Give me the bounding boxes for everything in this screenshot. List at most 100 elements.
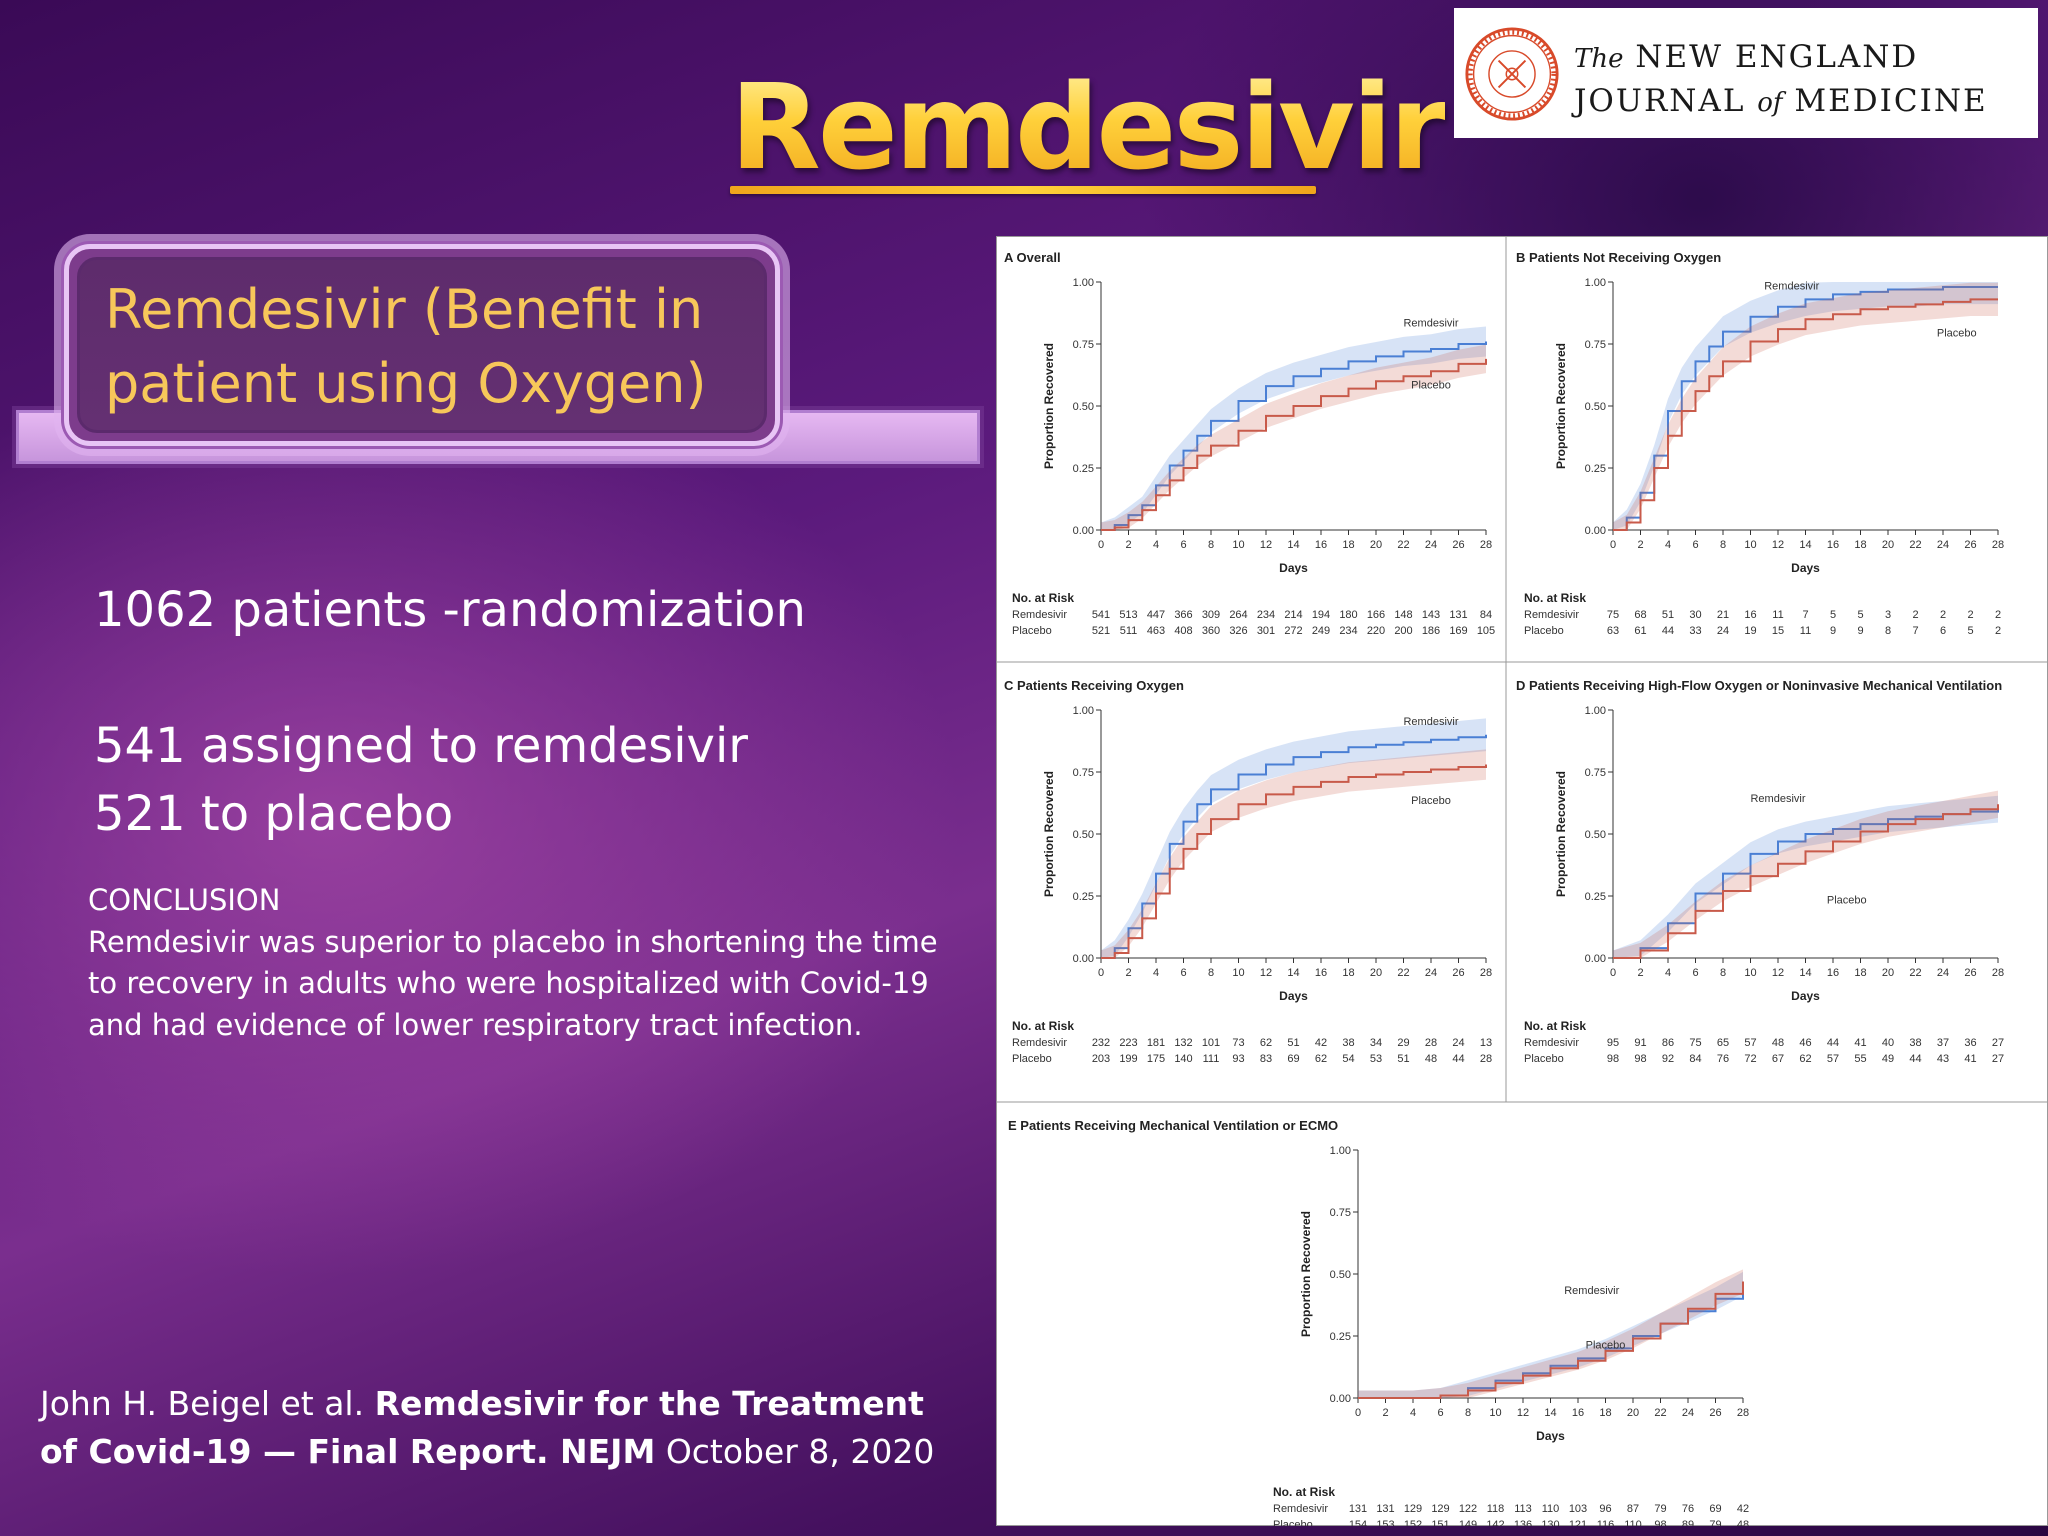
risk-value: 63 bbox=[1607, 625, 1619, 637]
y-tick-label: 1.00 bbox=[1585, 705, 1606, 717]
panel-d: D Patients Receiving High-Flow Oxygen or… bbox=[1516, 678, 2004, 1065]
conclusion: CONCLUSION Remdesivir was superior to pl… bbox=[88, 880, 948, 1046]
x-axis-label: Days bbox=[1279, 989, 1308, 1003]
x-tick-label: 2 bbox=[1637, 967, 1643, 979]
x-tick-label: 6 bbox=[1180, 539, 1186, 551]
y-tick-label: 0.25 bbox=[1585, 891, 1606, 903]
x-tick-label: 4 bbox=[1153, 967, 1159, 979]
series-label: Placebo bbox=[1586, 1339, 1626, 1351]
y-tick-label: 0.50 bbox=[1073, 829, 1094, 841]
citation: John H. Beigel et al. Remdesivir for the… bbox=[40, 1380, 940, 1476]
x-tick-label: 8 bbox=[1208, 967, 1214, 979]
risk-value: 61 bbox=[1634, 625, 1646, 637]
x-axis-label: Days bbox=[1536, 1429, 1565, 1443]
risk-value: 28 bbox=[1480, 1053, 1492, 1065]
risk-value: 101 bbox=[1202, 1037, 1220, 1049]
risk-value: 131 bbox=[1376, 1503, 1394, 1515]
risk-value: 166 bbox=[1367, 609, 1385, 621]
x-tick-label: 28 bbox=[1480, 967, 1492, 979]
ci-band-remdesivir bbox=[1101, 718, 1486, 958]
risk-value: 79 bbox=[1654, 1503, 1666, 1515]
series-line-placebo bbox=[1101, 764, 1487, 959]
x-tick-label: 12 bbox=[1772, 967, 1784, 979]
risk-value: 7 bbox=[1802, 609, 1808, 621]
risk-value: 86 bbox=[1662, 1037, 1674, 1049]
risk-value: 44 bbox=[1452, 1053, 1464, 1065]
risk-value: 152 bbox=[1404, 1519, 1422, 1526]
y-axis-label: Proportion Recovered bbox=[1554, 343, 1568, 469]
risk-value: 43 bbox=[1937, 1053, 1949, 1065]
x-tick-label: 6 bbox=[1692, 539, 1698, 551]
y-tick-label: 0.00 bbox=[1585, 953, 1606, 965]
risk-value: 49 bbox=[1882, 1053, 1894, 1065]
risk-value: 200 bbox=[1394, 625, 1412, 637]
x-tick-label: 26 bbox=[1709, 1407, 1721, 1419]
risk-value: 57 bbox=[1744, 1037, 1756, 1049]
risk-value: 24 bbox=[1452, 1037, 1464, 1049]
x-tick-label: 24 bbox=[1937, 967, 1949, 979]
x-tick-label: 6 bbox=[1180, 967, 1186, 979]
risk-value: 48 bbox=[1737, 1519, 1749, 1526]
banner-text: Remdesivir (Benefit in patient using Oxy… bbox=[105, 278, 707, 415]
x-tick-label: 2 bbox=[1637, 539, 1643, 551]
x-tick-label: 10 bbox=[1232, 539, 1244, 551]
risk-value: 511 bbox=[1120, 625, 1138, 637]
panel-title: E Patients Receiving Mechanical Ventilat… bbox=[1008, 1118, 1338, 1133]
risk-value: 220 bbox=[1367, 625, 1385, 637]
risk-value: 118 bbox=[1487, 1503, 1505, 1515]
risk-value: 84 bbox=[1689, 1053, 1701, 1065]
series-label: Placebo bbox=[1411, 795, 1451, 807]
risk-value: 5 bbox=[1967, 625, 1973, 637]
risk-value: 95 bbox=[1607, 1037, 1619, 1049]
x-tick-label: 4 bbox=[1665, 967, 1671, 979]
x-tick-label: 18 bbox=[1342, 967, 1354, 979]
risk-value: 2 bbox=[1995, 609, 2001, 621]
risk-table-label: No. at Risk bbox=[1012, 591, 1074, 605]
x-tick-label: 26 bbox=[1964, 539, 1976, 551]
x-tick-label: 6 bbox=[1692, 967, 1698, 979]
risk-value: 67 bbox=[1772, 1053, 1784, 1065]
panel-c: C Patients Receiving Oxygen 0.00 0.25 0.50 0… bbox=[1004, 678, 1492, 1065]
panel-e: E Patients Receiving Mechanical Ventilat… bbox=[1008, 1118, 1749, 1526]
risk-table-label: No. at Risk bbox=[1524, 591, 1586, 605]
x-tick-label: 0 bbox=[1355, 1407, 1361, 1419]
x-tick-label: 14 bbox=[1544, 1407, 1556, 1419]
risk-value: 89 bbox=[1682, 1519, 1694, 1526]
y-tick-label: 0.50 bbox=[1073, 401, 1094, 413]
x-tick-label: 28 bbox=[1992, 967, 2004, 979]
risk-value: 41 bbox=[1964, 1053, 1976, 1065]
risk-value: 181 bbox=[1147, 1037, 1165, 1049]
risk-value: 113 bbox=[1514, 1503, 1532, 1515]
risk-value: 151 bbox=[1431, 1519, 1449, 1526]
risk-value: 131 bbox=[1449, 609, 1467, 621]
risk-value: 132 bbox=[1174, 1037, 1192, 1049]
x-tick-label: 2 bbox=[1125, 539, 1131, 551]
risk-value: 55 bbox=[1854, 1053, 1866, 1065]
risk-value: 53 bbox=[1370, 1053, 1382, 1065]
banner-box: Remdesivir (Benefit in patient using Oxy… bbox=[64, 244, 780, 446]
risk-value: 366 bbox=[1174, 609, 1192, 621]
x-axis-label: Days bbox=[1791, 989, 1820, 1003]
risk-row-name: Remdesivir bbox=[1524, 609, 1579, 621]
risk-value: 122 bbox=[1459, 1503, 1477, 1515]
risk-value: 92 bbox=[1662, 1053, 1674, 1065]
risk-value: 140 bbox=[1174, 1053, 1192, 1065]
risk-value: 9 bbox=[1830, 625, 1836, 637]
patients-line: 1062 patients -randomization bbox=[94, 582, 806, 638]
risk-value: 5 bbox=[1830, 609, 1836, 621]
risk-value: 44 bbox=[1662, 625, 1674, 637]
risk-value: 6 bbox=[1940, 625, 1946, 637]
ci-band-remdesivir bbox=[1613, 282, 1998, 530]
risk-value: 3 bbox=[1885, 609, 1891, 621]
x-tick-label: 22 bbox=[1909, 967, 1921, 979]
risk-value: 2 bbox=[1967, 609, 1973, 621]
risk-value: 129 bbox=[1404, 1503, 1422, 1515]
x-tick-label: 10 bbox=[1744, 967, 1756, 979]
risk-value: 408 bbox=[1174, 625, 1192, 637]
y-axis-label: Proportion Recovered bbox=[1042, 771, 1056, 897]
x-tick-label: 28 bbox=[1480, 539, 1492, 551]
series-label: Remdesivir bbox=[1750, 793, 1805, 805]
risk-value: 2 bbox=[1912, 609, 1918, 621]
risk-value: 105 bbox=[1477, 625, 1495, 637]
nejm-wordmark: The NEW ENGLAND JOURNAL of MEDICINE bbox=[1574, 39, 1988, 119]
